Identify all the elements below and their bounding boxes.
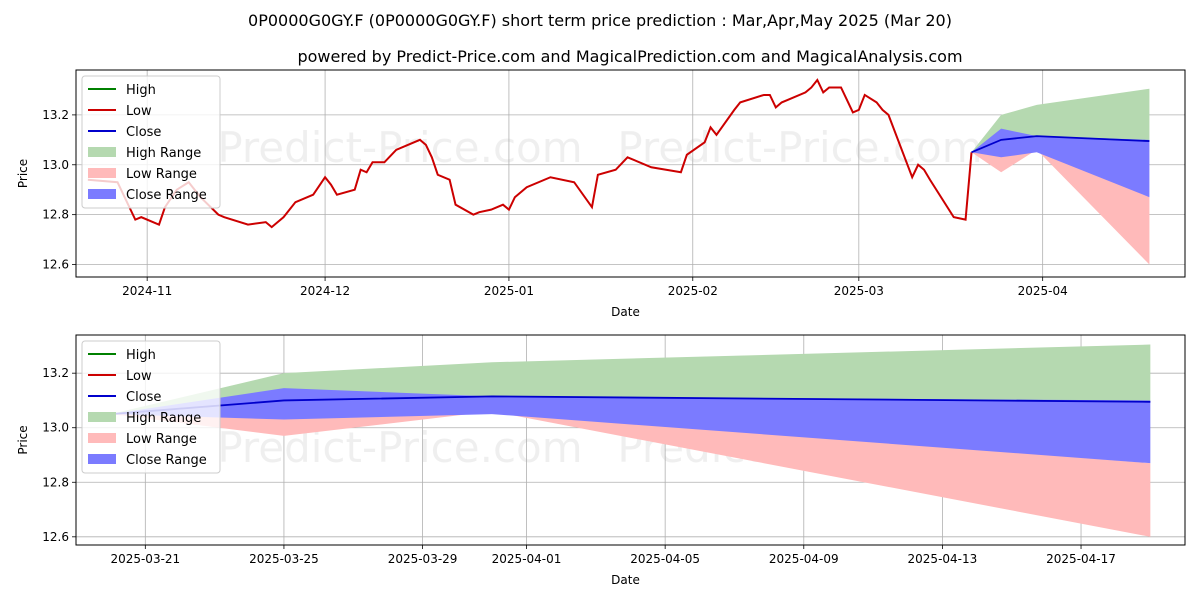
x-tick-label: 2025-04-09	[769, 552, 839, 566]
x-tick-label: 2025-03	[834, 284, 884, 298]
legend-swatch-high-range	[88, 412, 116, 422]
legend-swatch-close-range	[88, 454, 116, 464]
x-tick-label: 2025-04-13	[908, 552, 978, 566]
y-tick-label: 12.6	[42, 530, 69, 544]
watermark-text: Predict-Price.com	[617, 123, 982, 172]
x-tick-label: 2025-04	[1018, 284, 1068, 298]
price-history-panel: Predict-Price.com Predict-Price.com12.612…	[16, 69, 1186, 319]
legend-label-low: Low	[126, 369, 152, 384]
legend-label-close-range: Close Range	[126, 188, 207, 203]
x-tick-label: 2025-01	[484, 284, 534, 298]
close-range-band	[971, 128, 1150, 198]
x-axis-label: Date	[611, 573, 640, 587]
legend-swatch-low-range	[88, 168, 116, 178]
low-price-line	[87, 78, 973, 229]
y-tick-label: 13.2	[42, 108, 69, 122]
x-tick-label: 2025-03-21	[110, 552, 180, 566]
chart-subtitle: powered by Predict-Price.com and Magical…	[297, 47, 962, 66]
legend-swatch-high-range	[88, 147, 116, 157]
y-tick-label: 13.0	[42, 421, 69, 435]
legend-label-high-range: High Range	[126, 146, 201, 161]
x-tick-label: 2024-12	[300, 284, 350, 298]
legend-label-high-range: High Range	[126, 411, 201, 426]
y-tick-label: 13.0	[42, 158, 69, 172]
x-tick-label: 2025-03-29	[388, 552, 458, 566]
y-tick-label: 12.8	[42, 475, 69, 489]
legend-box	[81, 75, 221, 209]
y-tick-label: 13.2	[42, 366, 69, 380]
x-tick-label: 2025-04-01	[492, 552, 562, 566]
legend-swatch-low-range	[88, 433, 116, 443]
legend-box	[81, 340, 221, 474]
x-tick-label: 2024-11	[122, 284, 172, 298]
close-forecast-line	[971, 135, 1150, 154]
x-tick-label: 2025-04-17	[1046, 552, 1116, 566]
y-axis-label: Price	[16, 425, 30, 454]
plot-frame	[75, 69, 1186, 278]
legend-label-low-range: Low Range	[126, 432, 197, 447]
legend-label-close: Close	[126, 125, 161, 140]
legend-label-high: High	[126, 348, 156, 363]
y-tick-label: 12.6	[42, 258, 69, 272]
legend-label-close: Close	[126, 390, 161, 405]
forecast-detail-panel: Predict-Price.comPredict-Price.com12.612…	[16, 334, 1186, 587]
legend-label-low: Low	[126, 104, 152, 119]
x-axis-label: Date	[611, 305, 640, 319]
x-tick-label: 2025-02	[668, 284, 718, 298]
legend-label-low-range: Low Range	[126, 167, 197, 182]
x-tick-label: 2025-03-25	[249, 552, 319, 566]
legend-label-close-range: Close Range	[126, 453, 207, 468]
x-tick-label: 2025-04-05	[630, 552, 700, 566]
plot-frame	[75, 334, 1186, 546]
legend-swatch-close-range	[88, 189, 116, 199]
y-axis-label: Price	[16, 159, 30, 188]
chart-title: 0P0000G0GY.F (0P0000G0GY.F) short term p…	[248, 11, 952, 30]
legend-label-high: High	[126, 83, 156, 98]
y-tick-label: 12.8	[42, 208, 69, 222]
close-range-band	[110, 388, 1151, 464]
